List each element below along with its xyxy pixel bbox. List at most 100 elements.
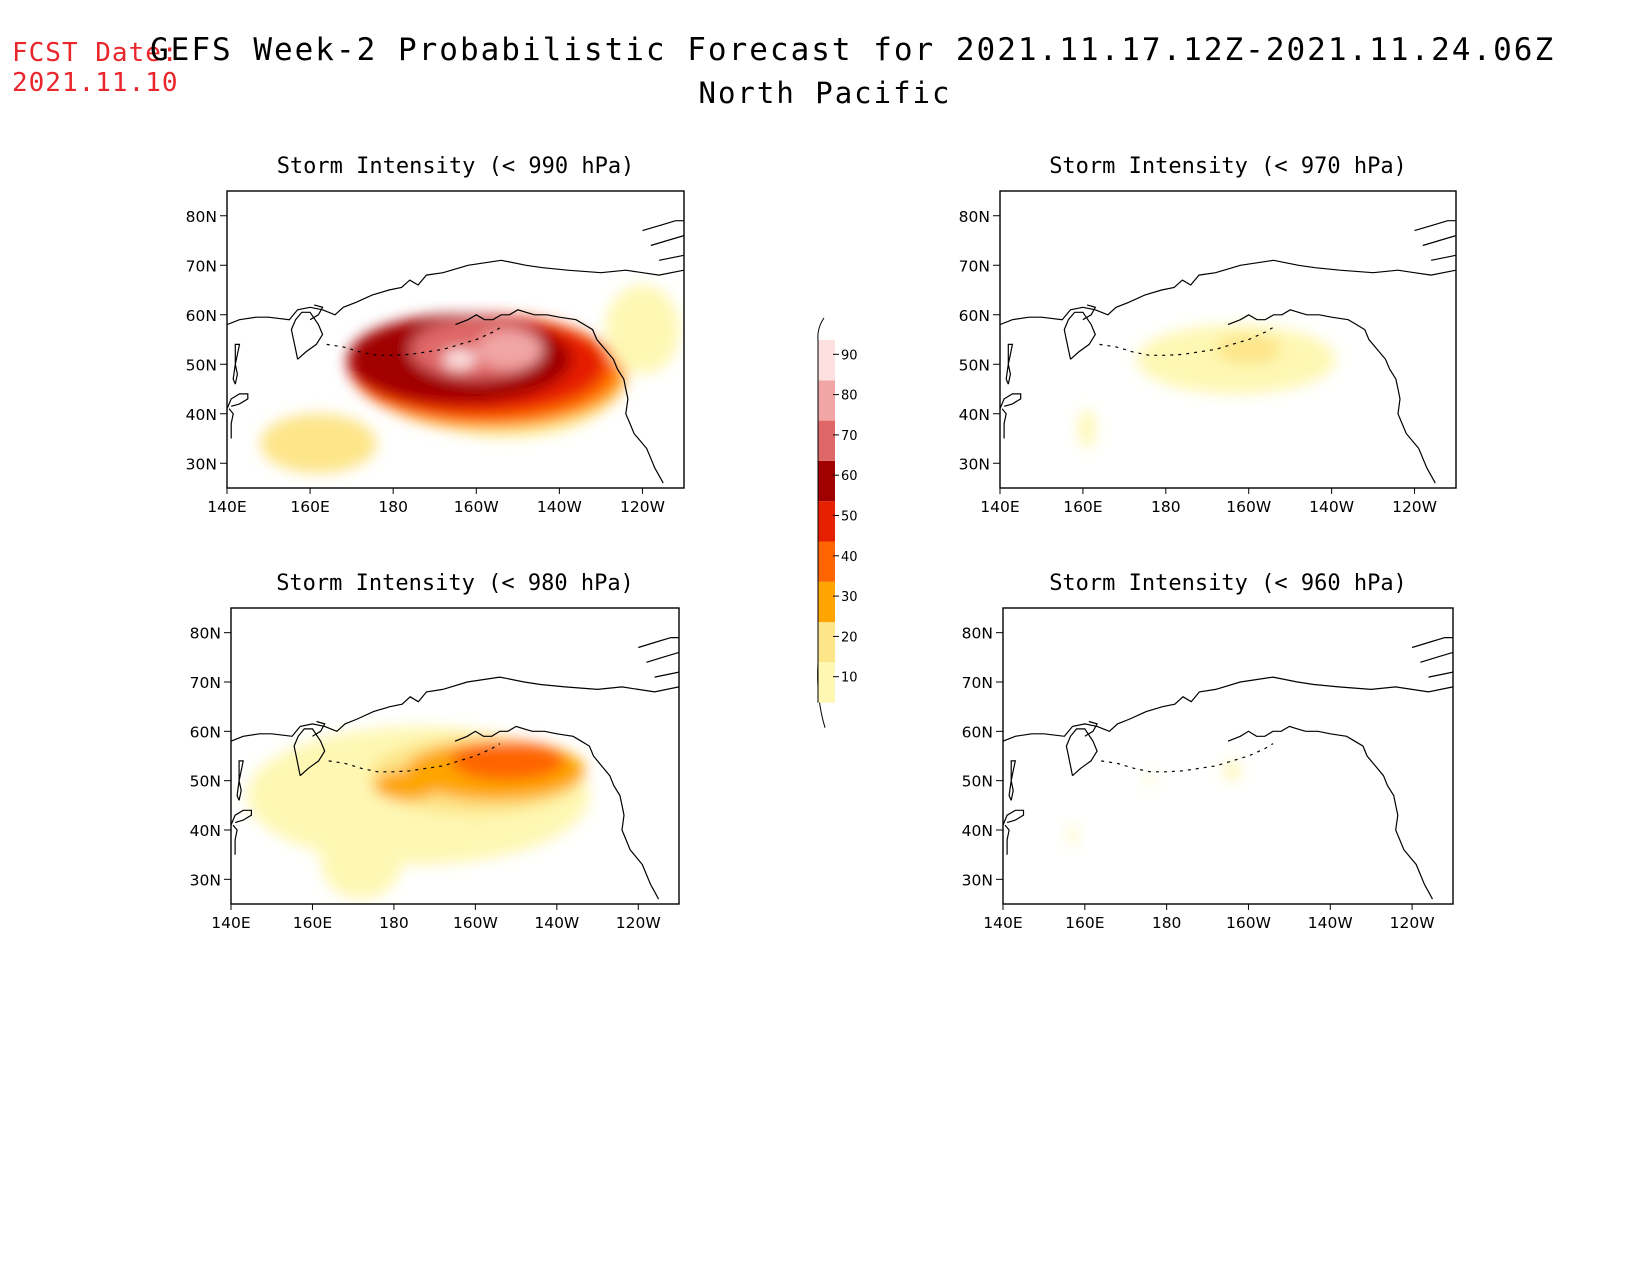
coastline [454, 725, 660, 900]
probability-area [320, 820, 403, 900]
lon-label: 140W [1309, 498, 1354, 516]
coastline [1000, 259, 1456, 326]
coastline [1000, 393, 1022, 410]
coastline [228, 408, 234, 439]
coastline [309, 304, 324, 321]
colorbar-label: 70 [841, 429, 858, 444]
lon-label: 120W [1392, 498, 1437, 516]
coastline [650, 235, 684, 247]
colorbar-swatch [818, 541, 835, 582]
colorbar-swatch [818, 622, 835, 663]
map-frame [230, 607, 680, 905]
colorbar-label: 40 [841, 550, 858, 565]
coastline [1420, 651, 1453, 663]
colorbar-label: 90 [841, 348, 858, 363]
lat-label: 50N [186, 356, 217, 374]
map-panel-3: Storm Intensity (< 970 hPa) 80N 70N 60N 50N 4… [959, 154, 1457, 516]
lat-label: 80N [959, 208, 990, 226]
lon-label: 180 [379, 914, 409, 932]
lon-label: 180 [378, 498, 408, 516]
lon-label: 140W [1308, 914, 1353, 932]
coastline [654, 671, 679, 678]
lat-label: 60N [962, 723, 993, 741]
lon-label: 140E [207, 498, 246, 516]
map-frame [226, 190, 685, 489]
probability-area [1223, 760, 1241, 781]
lat-label: 70N [190, 674, 221, 692]
lat-label: 60N [186, 307, 217, 325]
coastline [231, 676, 679, 742]
coastline [1411, 636, 1453, 649]
lat-label: 70N [186, 257, 217, 275]
coastline [1065, 728, 1098, 777]
coastlines [1003, 636, 1453, 900]
lon-label: 160E [293, 914, 332, 932]
probability-area [605, 285, 680, 375]
colorbar-swatch [818, 460, 835, 502]
coastline [1004, 824, 1010, 855]
coastline [227, 393, 249, 410]
aleutian-islands [328, 743, 501, 773]
lat-label: 80N [962, 625, 993, 643]
panel-title: Storm Intensity (< 980 hPa) [276, 571, 634, 596]
lat-label: 30N [962, 871, 993, 889]
colorbar-swatch [818, 340, 835, 381]
colorbar-label: 30 [841, 590, 858, 605]
colorbar-swatch [818, 581, 835, 623]
region-subtitle: North Pacific [698, 76, 952, 110]
probability-area [260, 413, 377, 474]
coastline [1001, 408, 1007, 439]
lon-label: 180 [1151, 498, 1181, 516]
lat-label: 40N [186, 406, 217, 424]
coastline [290, 311, 324, 360]
lon-label: 140E [980, 498, 1019, 516]
lat-label: 40N [959, 406, 990, 424]
colorbar-label: 60 [841, 469, 858, 484]
coastline [1414, 220, 1456, 232]
lat-label: 50N [959, 356, 990, 374]
probability-shading [1068, 760, 1241, 845]
coastline [1227, 309, 1436, 484]
probability-shading [1078, 324, 1336, 449]
colorbar-swatch [818, 501, 835, 542]
coastline [312, 720, 326, 737]
colorbar-swatch [818, 662, 835, 703]
coastline [293, 728, 326, 777]
probability-area [476, 329, 543, 370]
coastline [1430, 254, 1456, 261]
lat-label: 30N [959, 455, 990, 473]
map-panel-2: Storm Intensity (< 980 hPa) 80N 70N 60N 50N 4… [190, 571, 680, 932]
forecast-date-value: 2021.11.10 [12, 68, 179, 98]
lat-label: 40N [962, 822, 993, 840]
coastline [1003, 676, 1453, 742]
colorbar: 10 20 30 40 50 60 70 80 90 [817, 317, 858, 728]
lon-label: 160W [454, 498, 499, 516]
lat-label: 70N [959, 257, 990, 275]
coastline [1005, 343, 1014, 385]
forecast-date-label: FCST Date: [12, 38, 179, 68]
coastline [231, 809, 252, 826]
panel-title: Storm Intensity (< 960 hPa) [1049, 571, 1407, 596]
lon-label: 160E [290, 498, 329, 516]
coastline [455, 309, 664, 484]
coastline [1227, 725, 1434, 900]
lat-label: 70N [962, 674, 993, 692]
lon-label: 120W [620, 498, 665, 516]
probability-shading [260, 285, 680, 474]
coastline [658, 254, 684, 261]
probability-area [1068, 825, 1077, 845]
map-panel-4: Storm Intensity (< 960 hPa) 80N 70N 60N 50N 4… [962, 571, 1454, 932]
lat-label: 30N [190, 871, 221, 889]
colorbar-top-tail [817, 317, 825, 341]
colorbar-label: 50 [841, 510, 858, 525]
coastline [1422, 235, 1456, 247]
panel-title: Storm Intensity (< 990 hPa) [277, 154, 635, 179]
lon-label: 160W [1226, 498, 1271, 516]
lat-label: 60N [190, 723, 221, 741]
forecast-date: FCST Date: 2021.11.10 [12, 38, 179, 98]
probability-shading [247, 726, 590, 900]
coastline [646, 651, 679, 663]
lon-label: 140E [211, 914, 250, 932]
panel-title: Storm Intensity (< 970 hPa) [1049, 154, 1407, 179]
lon-label: 120W [1390, 914, 1435, 932]
